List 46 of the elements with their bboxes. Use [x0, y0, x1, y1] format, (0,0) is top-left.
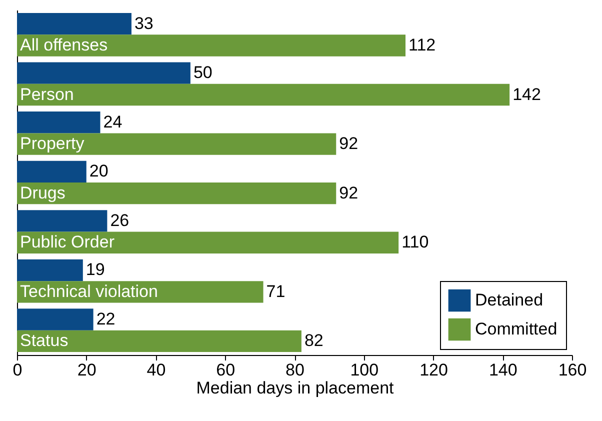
- bar: [17, 160, 86, 182]
- x-tick-label: 140: [488, 360, 518, 380]
- x-tick-label: 160: [558, 360, 587, 380]
- y-tick-label: Property: [20, 134, 85, 154]
- bar: [17, 62, 190, 84]
- data-label: 142: [512, 84, 541, 104]
- x-tick-label: 80: [286, 360, 304, 380]
- x-tick-label: 60: [216, 360, 236, 380]
- bar: [17, 232, 399, 254]
- data-label: 92: [339, 134, 358, 154]
- bar: [17, 330, 302, 352]
- x-tick-label: 100: [350, 360, 379, 380]
- y-tick-label: Public Order: [20, 232, 115, 252]
- bar: [17, 182, 336, 204]
- data-label: 26: [110, 210, 130, 230]
- bar: [17, 133, 336, 155]
- y-tick-label: Person: [20, 84, 74, 104]
- x-tick-label: 0: [12, 360, 22, 380]
- data-label: 50: [193, 63, 212, 82]
- x-tick-label: 40: [146, 360, 166, 380]
- y-tick-label: Status: [20, 331, 68, 350]
- data-label: 20: [89, 162, 108, 181]
- data-label: 110: [402, 232, 429, 252]
- bar: [17, 12, 132, 35]
- data-label: 92: [339, 183, 358, 202]
- bar: [17, 210, 108, 232]
- y-tick-label: Drugs: [20, 183, 66, 202]
- data-label: 24: [103, 112, 122, 132]
- bar: [17, 259, 83, 282]
- bar: [17, 112, 100, 134]
- x-axis-title: Median days in placement: [196, 378, 394, 398]
- legend-label: Detained: [475, 290, 544, 310]
- x-tick-label: 20: [77, 360, 96, 380]
- data-label: 82: [304, 331, 324, 350]
- data-label: 19: [86, 260, 105, 280]
- legend-label: Committed: [475, 320, 558, 338]
- bar: [17, 308, 94, 330]
- data-label: 112: [408, 35, 436, 54]
- data-label: 33: [134, 14, 154, 33]
- y-tick-label: All offenses: [20, 35, 108, 54]
- y-tick-label: Technical violation: [20, 282, 158, 301]
- data-label: 22: [96, 310, 116, 329]
- bar: [17, 84, 510, 106]
- data-label: 71: [266, 282, 286, 301]
- x-tick-label: 120: [420, 360, 448, 380]
- bar: [17, 34, 406, 56]
